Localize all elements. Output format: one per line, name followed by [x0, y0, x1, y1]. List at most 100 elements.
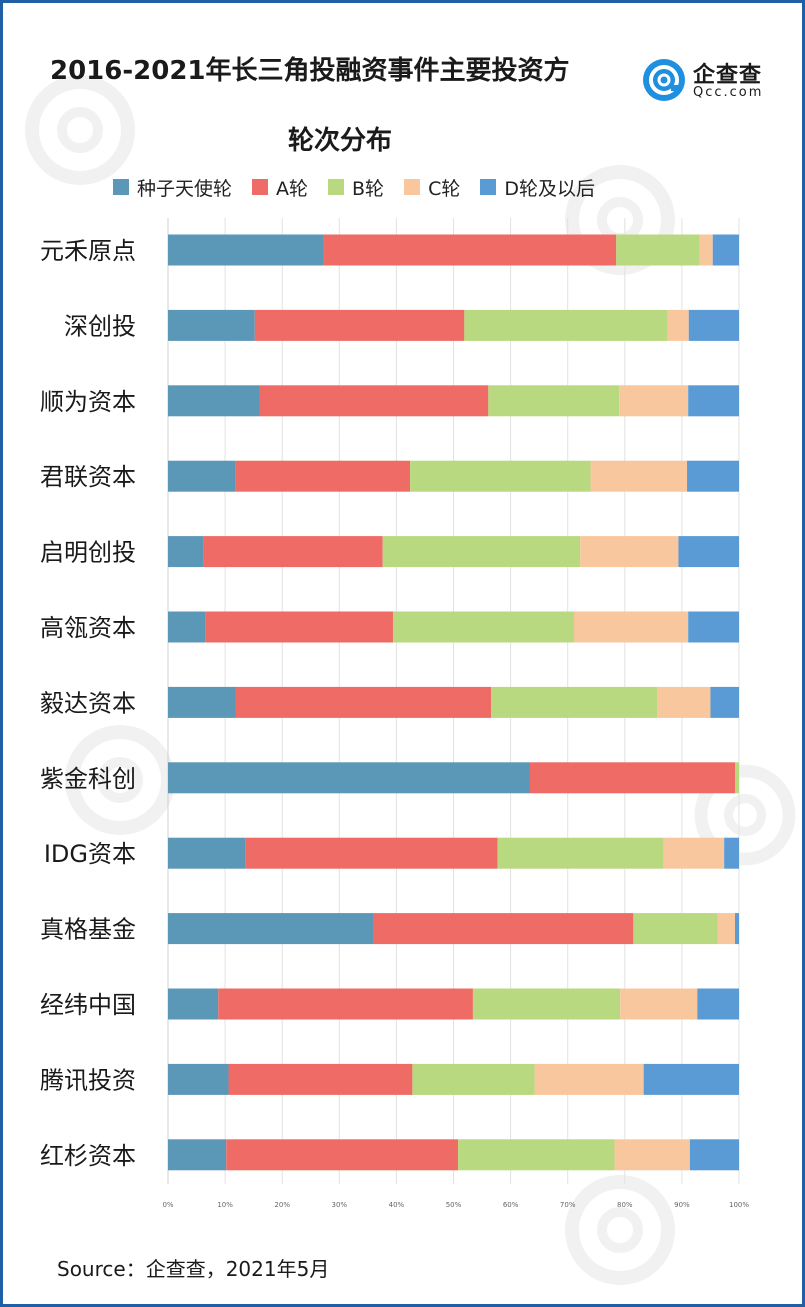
- bar-segment: [226, 1139, 459, 1171]
- legend-swatch: [480, 179, 497, 195]
- category-label: 君联资本: [40, 463, 136, 491]
- bar-segment: [259, 385, 489, 417]
- legend-label: B轮: [352, 177, 385, 200]
- legend-swatch: [404, 179, 421, 195]
- category-label: 深创投: [64, 312, 136, 340]
- bar-segment: [735, 762, 739, 794]
- stacked-bar-chart: 0% 10% 20% 30% 40% 50% 60% 70% 80% 90% 100% 元禾原点深创投…: [40, 218, 749, 1209]
- bar-segment: [687, 460, 739, 492]
- bar-segment: [688, 385, 739, 417]
- bar-segment: [663, 837, 725, 869]
- bar-segment: [168, 762, 531, 794]
- bar-segment: [488, 385, 620, 417]
- x-tick-label: 30%: [332, 1201, 348, 1209]
- bar-segment: [688, 611, 739, 643]
- legend-item: A轮: [252, 174, 308, 201]
- bar-segment: [410, 460, 591, 492]
- bar-segment: [667, 309, 689, 341]
- bar-segment: [573, 611, 689, 643]
- category-label: 腾讯投资: [40, 1066, 136, 1094]
- x-tick-label: 0%: [162, 1201, 173, 1209]
- category-label: IDG资本: [44, 840, 136, 868]
- source-note: Source：企查查，2021年5月: [57, 1257, 330, 1281]
- logo-domain: Qcc.com: [693, 85, 764, 100]
- legend-swatch: [252, 179, 269, 195]
- bar-segment: [717, 913, 736, 945]
- bar-segment: [168, 988, 219, 1020]
- bar-segment: [616, 234, 700, 266]
- bar-segment: [254, 309, 465, 341]
- watermark-icon: [565, 1175, 675, 1285]
- x-tick-label: 70%: [560, 1201, 576, 1209]
- x-tick-label: 50%: [446, 1201, 462, 1209]
- x-tick-label: 100%: [729, 1201, 749, 1209]
- bar-segment: [491, 686, 658, 718]
- bar-segment: [699, 234, 713, 266]
- x-tick-label: 90%: [674, 1201, 690, 1209]
- category-label: 顺为资本: [40, 388, 136, 416]
- bar-segment: [205, 611, 393, 643]
- legend-label: D轮及以后: [504, 177, 595, 200]
- bar-segment: [228, 1063, 413, 1095]
- bar-segment: [168, 234, 324, 266]
- bar-segment: [472, 988, 621, 1020]
- bar-segment: [412, 1063, 535, 1095]
- bar-segment: [168, 309, 255, 341]
- bar-segment: [643, 1063, 739, 1095]
- logo-icon: [643, 59, 685, 101]
- bar-segment: [633, 913, 718, 945]
- category-label: 高瓴资本: [40, 614, 136, 642]
- bar-segment: [657, 686, 711, 718]
- bar-segment: [168, 1063, 229, 1095]
- bar-segment: [168, 611, 206, 643]
- chart-legend: 种子天使轮 A轮 B轮 C轮 D轮及以后: [113, 174, 595, 200]
- bar-segment: [580, 536, 679, 568]
- bar-segment: [235, 686, 492, 718]
- bar-segment: [710, 686, 739, 718]
- bar-segment: [735, 913, 739, 945]
- bar-segment: [245, 837, 498, 869]
- x-tick-label: 20%: [274, 1201, 290, 1209]
- category-label: 毅达资本: [40, 689, 136, 717]
- category-label: 紫金科创: [40, 765, 136, 793]
- bar-segment: [614, 1139, 690, 1171]
- bar-segment: [168, 385, 260, 417]
- bar-segment: [620, 988, 698, 1020]
- legend-item: B轮: [328, 174, 384, 201]
- brand-logo: 企查查 Qcc.com: [643, 57, 783, 105]
- bar-segment: [168, 460, 236, 492]
- bar-segment: [530, 762, 736, 794]
- bar-segment: [458, 1139, 615, 1171]
- bar-segment: [392, 611, 574, 643]
- legend-item: C轮: [404, 174, 460, 201]
- legend-swatch: [113, 179, 129, 195]
- category-label: 元禾原点: [40, 237, 136, 265]
- bar-segment: [218, 988, 473, 1020]
- bar-segment: [168, 1139, 227, 1171]
- bar-segment: [168, 913, 373, 945]
- bar-segment: [168, 837, 246, 869]
- bar-segment: [323, 234, 617, 266]
- bar-segment: [203, 536, 383, 568]
- logo-mark-icon: [649, 65, 679, 95]
- category-label: 启明创投: [40, 539, 136, 567]
- x-tick-label: 40%: [389, 1201, 405, 1209]
- bar-segment: [168, 536, 204, 568]
- bar-segment: [590, 460, 688, 492]
- bar-segment: [235, 460, 411, 492]
- bar-segment: [497, 837, 664, 869]
- bar-segment: [688, 309, 739, 341]
- x-tick-label: 10%: [217, 1201, 233, 1209]
- bar-segment: [697, 988, 739, 1020]
- bar-segment: [619, 385, 689, 417]
- bar-segment: [678, 536, 739, 568]
- bar-segment: [712, 234, 739, 266]
- bar-segment: [534, 1063, 644, 1095]
- logo-text: 企查查: [693, 63, 763, 88]
- watermark-icon: [694, 764, 796, 866]
- category-label: 真格基金: [40, 916, 136, 944]
- legend-label: 种子天使轮: [137, 177, 233, 200]
- bar-segment: [689, 1139, 739, 1171]
- legend-swatch: [328, 179, 345, 195]
- bar-segment: [168, 686, 236, 718]
